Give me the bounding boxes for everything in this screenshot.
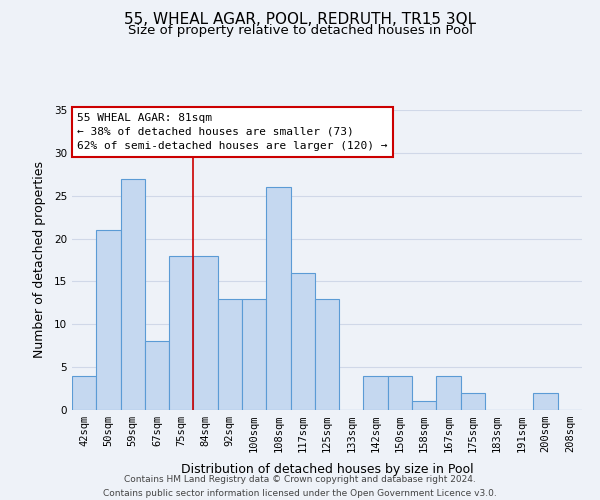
Text: 55 WHEAL AGAR: 81sqm
← 38% of detached houses are smaller (73)
62% of semi-detac: 55 WHEAL AGAR: 81sqm ← 38% of detached h… [77, 113, 388, 151]
Text: Size of property relative to detached houses in Pool: Size of property relative to detached ho… [128, 24, 473, 37]
Bar [388, 376, 412, 410]
Bar [96, 230, 121, 410]
Bar [364, 376, 388, 410]
Bar [461, 393, 485, 410]
X-axis label: Distribution of detached houses by size in Pool: Distribution of detached houses by size … [181, 464, 473, 476]
Text: Contains HM Land Registry data © Crown copyright and database right 2024.
Contai: Contains HM Land Registry data © Crown c… [103, 476, 497, 498]
Bar [72, 376, 96, 410]
Bar [218, 298, 242, 410]
Text: 55, WHEAL AGAR, POOL, REDRUTH, TR15 3QL: 55, WHEAL AGAR, POOL, REDRUTH, TR15 3QL [124, 12, 476, 28]
Bar [315, 298, 339, 410]
Bar [193, 256, 218, 410]
Bar [169, 256, 193, 410]
Y-axis label: Number of detached properties: Number of detached properties [32, 162, 46, 358]
Bar [412, 402, 436, 410]
Bar [145, 342, 169, 410]
Bar [533, 393, 558, 410]
Bar [266, 187, 290, 410]
Bar [436, 376, 461, 410]
Bar [121, 178, 145, 410]
Bar [290, 273, 315, 410]
Bar [242, 298, 266, 410]
